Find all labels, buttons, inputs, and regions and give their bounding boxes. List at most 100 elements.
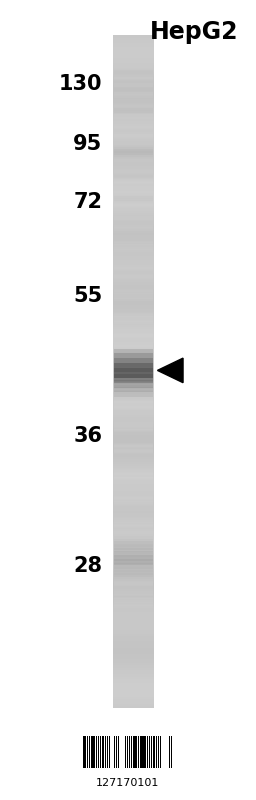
Bar xyxy=(113,322,154,325)
Bar xyxy=(113,131,154,134)
Bar xyxy=(114,158,153,162)
Bar xyxy=(113,631,154,634)
Bar xyxy=(114,407,153,410)
Bar xyxy=(114,249,153,252)
Bar xyxy=(114,562,153,572)
Bar xyxy=(114,241,153,243)
Bar xyxy=(113,192,154,195)
Bar xyxy=(113,49,154,52)
Bar xyxy=(113,443,154,446)
Bar xyxy=(114,321,153,324)
Bar xyxy=(113,635,154,638)
Bar xyxy=(113,514,154,518)
Bar xyxy=(114,405,153,408)
Bar xyxy=(113,557,154,560)
Bar xyxy=(113,676,154,679)
Bar xyxy=(113,486,154,489)
Bar xyxy=(113,416,154,419)
Bar xyxy=(113,696,154,699)
Bar xyxy=(113,342,154,345)
Bar xyxy=(113,365,154,367)
Bar xyxy=(114,125,153,128)
Bar xyxy=(114,551,153,562)
Bar xyxy=(114,469,153,471)
Bar xyxy=(129,736,130,768)
Bar xyxy=(114,444,153,447)
Bar xyxy=(113,638,154,641)
Bar xyxy=(114,566,153,572)
Bar xyxy=(113,609,154,612)
Bar xyxy=(113,537,154,540)
Bar xyxy=(114,554,153,566)
Bar xyxy=(114,270,153,274)
Bar xyxy=(113,680,154,683)
Bar xyxy=(114,314,153,318)
Bar xyxy=(113,640,154,643)
Bar xyxy=(118,736,119,768)
Bar xyxy=(114,246,153,250)
Bar xyxy=(113,176,154,179)
Bar xyxy=(113,421,154,423)
Bar xyxy=(113,290,154,294)
Bar xyxy=(113,478,154,482)
Bar xyxy=(113,165,154,168)
Bar xyxy=(114,334,153,337)
Bar xyxy=(113,147,154,150)
Bar xyxy=(114,341,153,346)
Bar xyxy=(114,570,153,578)
Bar xyxy=(113,582,154,585)
Bar xyxy=(113,593,154,596)
Bar xyxy=(113,369,154,372)
Bar xyxy=(114,313,153,315)
Bar xyxy=(114,382,153,386)
Bar xyxy=(113,250,154,254)
Text: 130: 130 xyxy=(59,74,102,94)
Bar xyxy=(114,470,153,474)
Bar xyxy=(113,116,154,119)
Bar xyxy=(87,736,88,768)
Bar xyxy=(114,358,153,362)
Bar xyxy=(113,246,154,249)
Bar xyxy=(114,517,153,519)
Text: HepG2: HepG2 xyxy=(150,20,239,44)
Bar xyxy=(114,90,153,95)
Bar xyxy=(113,474,154,478)
Bar xyxy=(114,360,153,363)
Bar xyxy=(114,198,153,202)
Bar xyxy=(113,400,154,403)
Bar xyxy=(113,570,154,574)
Bar xyxy=(114,389,153,392)
Bar xyxy=(113,309,154,311)
Bar xyxy=(114,226,153,229)
Bar xyxy=(114,518,153,522)
Bar xyxy=(114,244,153,247)
Bar xyxy=(113,107,154,110)
Bar xyxy=(114,293,153,296)
Text: 72: 72 xyxy=(73,192,102,212)
Bar xyxy=(113,58,154,61)
Bar xyxy=(114,194,153,199)
Bar xyxy=(113,611,154,614)
Bar xyxy=(114,339,153,344)
Bar xyxy=(113,262,154,265)
Bar xyxy=(113,223,154,226)
Bar xyxy=(114,277,153,280)
Bar xyxy=(114,75,153,78)
Bar xyxy=(113,634,154,636)
Bar xyxy=(113,590,154,594)
Bar xyxy=(114,477,153,480)
Bar xyxy=(114,605,153,608)
Bar xyxy=(113,228,154,231)
Bar xyxy=(113,53,154,56)
Bar xyxy=(113,335,154,338)
Bar xyxy=(114,130,153,135)
Bar xyxy=(113,268,154,271)
Bar xyxy=(114,222,153,226)
Bar xyxy=(113,114,154,117)
Bar xyxy=(113,161,154,164)
Bar xyxy=(114,425,153,429)
Bar xyxy=(113,318,154,321)
Bar xyxy=(113,167,154,170)
Bar xyxy=(113,264,154,266)
Bar xyxy=(114,573,153,579)
